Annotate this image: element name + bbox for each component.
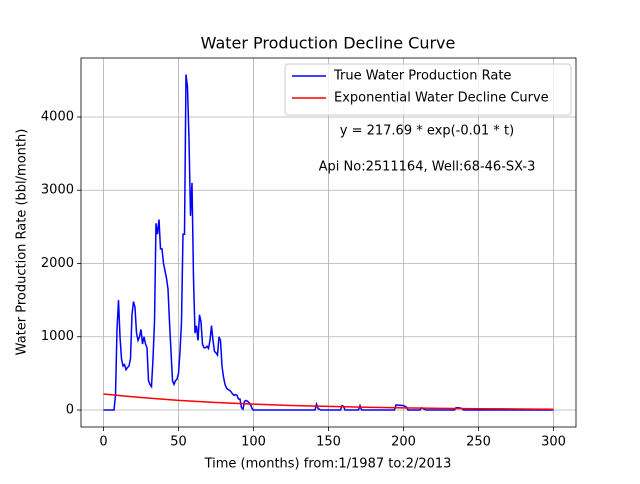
x-axis-label: Time (months) from:1/1987 to:2/2013 (204, 457, 452, 472)
y-tick-label: 2000 (41, 256, 74, 271)
x-tick-label: 50 (170, 435, 187, 450)
data-line (103, 393, 554, 410)
y-tick-label: 3000 (41, 183, 74, 198)
x-tick-label: 300 (541, 435, 566, 450)
annotation: y = 217.69 * exp(-0.01 * t) (340, 124, 514, 139)
x-tick-label: 100 (241, 435, 266, 450)
annotation: Api No:2511164, Well:68-46-SX-3 (319, 160, 536, 175)
legend-label: Exponential Water Decline Curve (334, 91, 549, 106)
x-tick-label: 250 (466, 435, 491, 450)
legend: True Water Production Rate Exponential Wa… (292, 69, 549, 106)
x-tick-label: 200 (391, 435, 416, 450)
plot-area (81, 58, 576, 427)
y-tick-label: 0 (66, 403, 74, 418)
y-tick-label: 1000 (41, 329, 74, 344)
legend-box (284, 63, 572, 116)
x-tick-label: 150 (316, 435, 341, 450)
y-axis-label: Water Production Rate (bbl/month) (15, 129, 30, 356)
data-line (103, 74, 554, 411)
x-tick-label: 0 (99, 435, 107, 450)
y-tick-label: 4000 (41, 109, 74, 124)
chart-title: Water Production Decline Curve (201, 34, 456, 53)
legend-label: True Water Production Rate (333, 69, 511, 84)
